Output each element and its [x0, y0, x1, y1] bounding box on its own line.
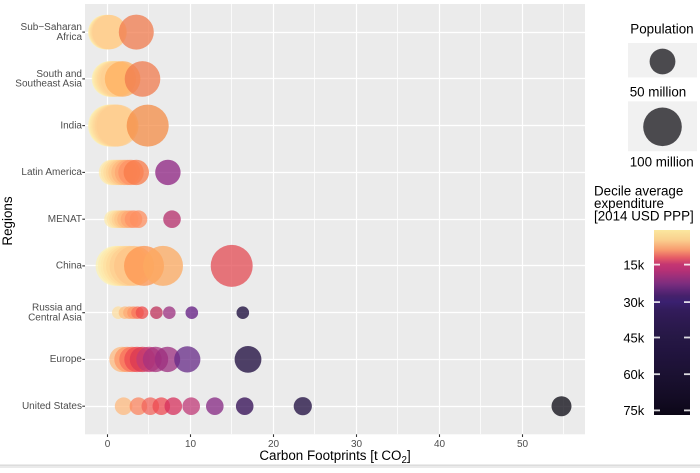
- svg-text:45k: 45k: [623, 330, 644, 345]
- svg-text:United States: United States: [22, 401, 82, 412]
- svg-text:MENAT: MENAT: [48, 214, 82, 225]
- svg-text:75k: 75k: [623, 403, 644, 418]
- svg-text:Europe: Europe: [50, 354, 83, 365]
- svg-text:50 million: 50 million: [630, 84, 687, 99]
- svg-text:China: China: [56, 261, 83, 272]
- svg-text:Central Asia: Central Asia: [28, 312, 82, 323]
- svg-text:30: 30: [351, 439, 363, 450]
- svg-text:30k: 30k: [623, 295, 644, 310]
- svg-text:India: India: [60, 120, 82, 131]
- svg-text:Russia and: Russia and: [32, 303, 82, 314]
- svg-text:Population: Population: [630, 22, 693, 37]
- svg-text:0: 0: [105, 439, 111, 450]
- svg-text:Sub−Saharan: Sub−Saharan: [21, 22, 82, 33]
- svg-text:Southeast Asia: Southeast Asia: [15, 79, 82, 90]
- svg-text:50: 50: [517, 439, 529, 450]
- svg-text:Africa: Africa: [56, 32, 82, 43]
- svg-text:Latin America: Latin America: [21, 167, 82, 178]
- svg-text:10: 10: [185, 439, 197, 450]
- svg-text:15k: 15k: [623, 258, 644, 273]
- svg-text:Carbon Footprints [t CO2]: Carbon Footprints [t CO2]: [259, 448, 410, 466]
- svg-text:South and: South and: [36, 69, 82, 80]
- svg-text:20: 20: [268, 439, 280, 450]
- svg-text:Decile average: Decile average: [594, 184, 683, 199]
- svg-text:expenditure: expenditure: [594, 196, 664, 211]
- svg-text:[2014 USD PPP]: [2014 USD PPP]: [594, 208, 694, 223]
- svg-text:100 million: 100 million: [630, 154, 694, 169]
- svg-text:60k: 60k: [623, 367, 644, 382]
- svg-text:Regions: Regions: [0, 196, 15, 245]
- svg-text:40: 40: [434, 439, 446, 450]
